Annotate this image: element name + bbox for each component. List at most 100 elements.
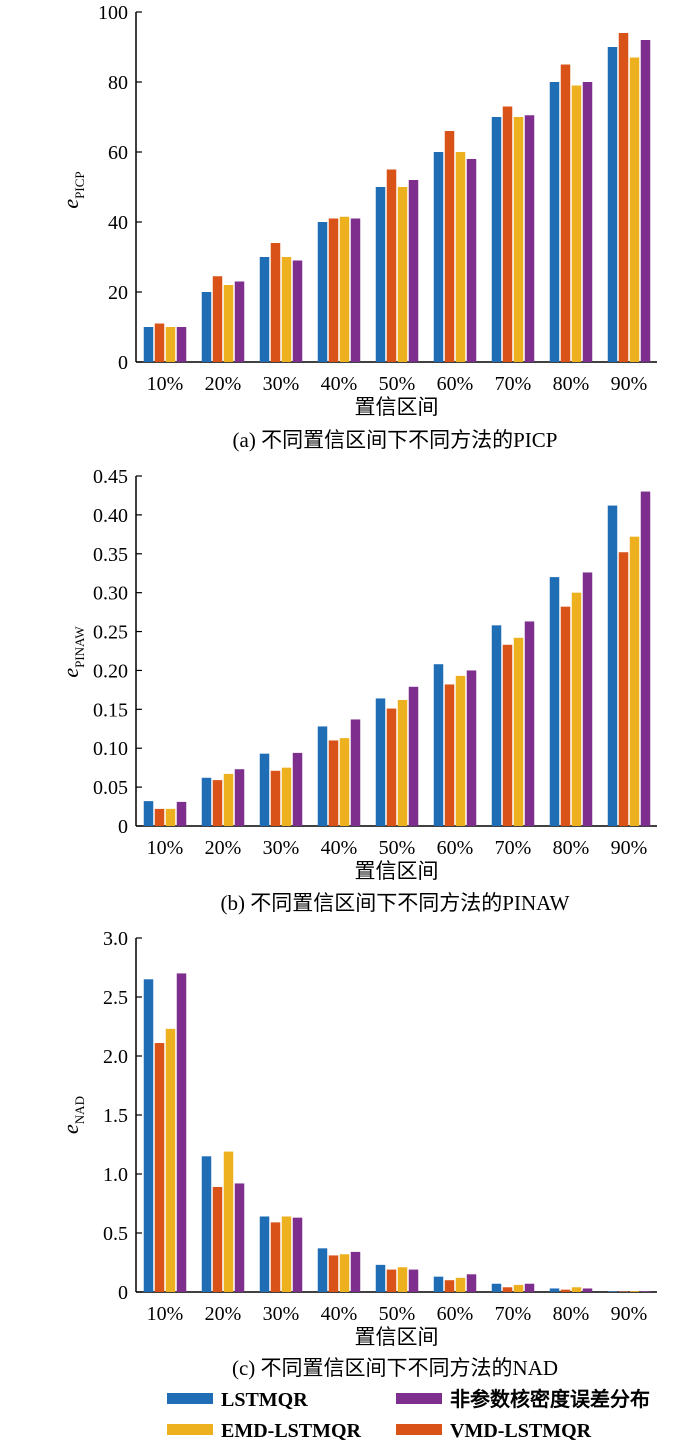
x-tick-label: 70% xyxy=(495,1303,532,1325)
legend-label: VMD-LSTMQR xyxy=(450,1420,592,1442)
y-axis-label: ePICP xyxy=(58,171,87,208)
x-tick-label: 90% xyxy=(611,837,648,859)
x-tick-label: 90% xyxy=(611,1303,648,1325)
bar-10pct-s4 xyxy=(177,327,187,362)
x-tick-label: 40% xyxy=(321,837,358,859)
bar-80pct-s2 xyxy=(561,607,571,826)
bar-80pct-s1 xyxy=(550,1288,560,1292)
x-tick-label: 80% xyxy=(553,837,590,859)
x-axis-label: 置信区间 xyxy=(355,859,439,883)
bar-30pct-s3 xyxy=(282,1216,292,1292)
bar-20pct-s2 xyxy=(213,276,223,362)
bar-60pct-s2 xyxy=(445,684,455,826)
y-tick-label: 40 xyxy=(108,212,128,234)
bar-70pct-s2 xyxy=(503,645,513,826)
chart-panel-2: 00.050.100.150.200.250.300.350.400.4510%… xyxy=(58,466,657,915)
bar-50pct-s3 xyxy=(398,187,408,362)
x-tick-label: 50% xyxy=(379,837,416,859)
x-tick-label: 80% xyxy=(553,1303,590,1325)
bar-90pct-s1 xyxy=(608,1291,618,1292)
bar-70pct-s4 xyxy=(525,1284,535,1292)
bar-50pct-s4 xyxy=(409,1270,419,1292)
bar-60pct-s4 xyxy=(467,159,477,362)
bar-60pct-s4 xyxy=(467,670,477,826)
bar-60pct-s3 xyxy=(456,676,466,826)
bar-10pct-s4 xyxy=(177,973,187,1292)
x-tick-label: 70% xyxy=(495,373,532,395)
legend-swatch xyxy=(167,1393,213,1404)
x-tick-label: 60% xyxy=(437,1303,474,1325)
x-tick-label: 50% xyxy=(379,373,416,395)
x-tick-label: 20% xyxy=(205,1303,242,1325)
x-tick-label: 60% xyxy=(437,837,474,859)
bar-80pct-s4 xyxy=(583,82,593,362)
bar-30pct-s3 xyxy=(282,768,292,826)
bar-40pct-s4 xyxy=(351,719,361,826)
legend-swatch xyxy=(396,1424,442,1435)
bar-60pct-s1 xyxy=(434,664,444,826)
bar-70pct-s1 xyxy=(492,1284,502,1292)
legend-swatch xyxy=(396,1393,442,1404)
bar-50pct-s2 xyxy=(387,170,397,363)
x-tick-label: 10% xyxy=(147,837,184,859)
panel-caption: (c) 不同置信区间下不同方法的NAD xyxy=(232,1356,558,1380)
bar-70pct-s3 xyxy=(514,638,524,826)
x-tick-label: 80% xyxy=(553,373,590,395)
bar-20pct-s4 xyxy=(235,769,245,826)
x-tick-label: 60% xyxy=(437,373,474,395)
bar-40pct-s3 xyxy=(340,738,350,826)
bar-20pct-s3 xyxy=(224,285,234,362)
bar-90pct-s1 xyxy=(608,506,618,826)
panel-caption: (a) 不同置信区间下不同方法的PICP xyxy=(233,428,558,452)
bar-10pct-s2 xyxy=(155,324,165,363)
bar-80pct-s4 xyxy=(583,572,593,826)
bar-90pct-s4 xyxy=(641,492,651,826)
bar-10pct-s3 xyxy=(166,809,176,826)
y-tick-label: 1.0 xyxy=(103,1164,128,1186)
bar-40pct-s1 xyxy=(318,222,328,362)
bar-30pct-s3 xyxy=(282,257,292,362)
x-tick-label: 10% xyxy=(147,1303,184,1325)
bar-90pct-s4 xyxy=(641,1291,651,1292)
bar-70pct-s3 xyxy=(514,1285,524,1292)
bar-40pct-s1 xyxy=(318,1248,328,1292)
bar-90pct-s3 xyxy=(630,537,640,826)
y-tick-label: 0 xyxy=(118,1282,128,1304)
bar-40pct-s4 xyxy=(351,1252,361,1292)
x-axis-label: 置信区间 xyxy=(355,1325,439,1349)
legend-swatch xyxy=(167,1424,213,1435)
x-tick-label: 20% xyxy=(205,373,242,395)
x-tick-label: 20% xyxy=(205,837,242,859)
y-tick-label: 0 xyxy=(118,816,128,838)
bar-80pct-s3 xyxy=(572,86,582,363)
y-tick-label: 0.15 xyxy=(93,699,128,721)
x-tick-label: 30% xyxy=(263,837,300,859)
bar-60pct-s1 xyxy=(434,152,444,362)
bar-60pct-s3 xyxy=(456,152,466,362)
bar-60pct-s2 xyxy=(445,1280,455,1292)
bar-20pct-s4 xyxy=(235,282,245,363)
bar-20pct-s3 xyxy=(224,1152,234,1292)
y-tick-label: 80 xyxy=(108,72,128,94)
y-axis-label: ePINAW xyxy=(58,626,87,678)
x-tick-label: 90% xyxy=(611,373,648,395)
bar-70pct-s2 xyxy=(503,1287,513,1292)
bar-30pct-s4 xyxy=(293,1218,303,1292)
bar-50pct-s1 xyxy=(376,187,386,362)
bar-80pct-s3 xyxy=(572,593,582,826)
bar-10pct-s4 xyxy=(177,802,187,826)
bar-30pct-s4 xyxy=(293,261,303,363)
bar-40pct-s2 xyxy=(329,740,339,826)
bar-10pct-s1 xyxy=(144,327,154,362)
bar-70pct-s2 xyxy=(503,107,513,363)
bar-70pct-s3 xyxy=(514,117,524,362)
bar-40pct-s3 xyxy=(340,217,350,362)
bar-50pct-s2 xyxy=(387,1270,397,1292)
bar-10pct-s1 xyxy=(144,979,154,1292)
legend-label: LSTMQR xyxy=(221,1389,308,1411)
y-tick-label: 0 xyxy=(118,352,128,374)
chart-panel-3: 00.51.01.52.02.53.010%20%30%40%50%60%70%… xyxy=(58,928,657,1380)
y-tick-label: 0.35 xyxy=(93,544,128,566)
bar-60pct-s2 xyxy=(445,131,455,362)
